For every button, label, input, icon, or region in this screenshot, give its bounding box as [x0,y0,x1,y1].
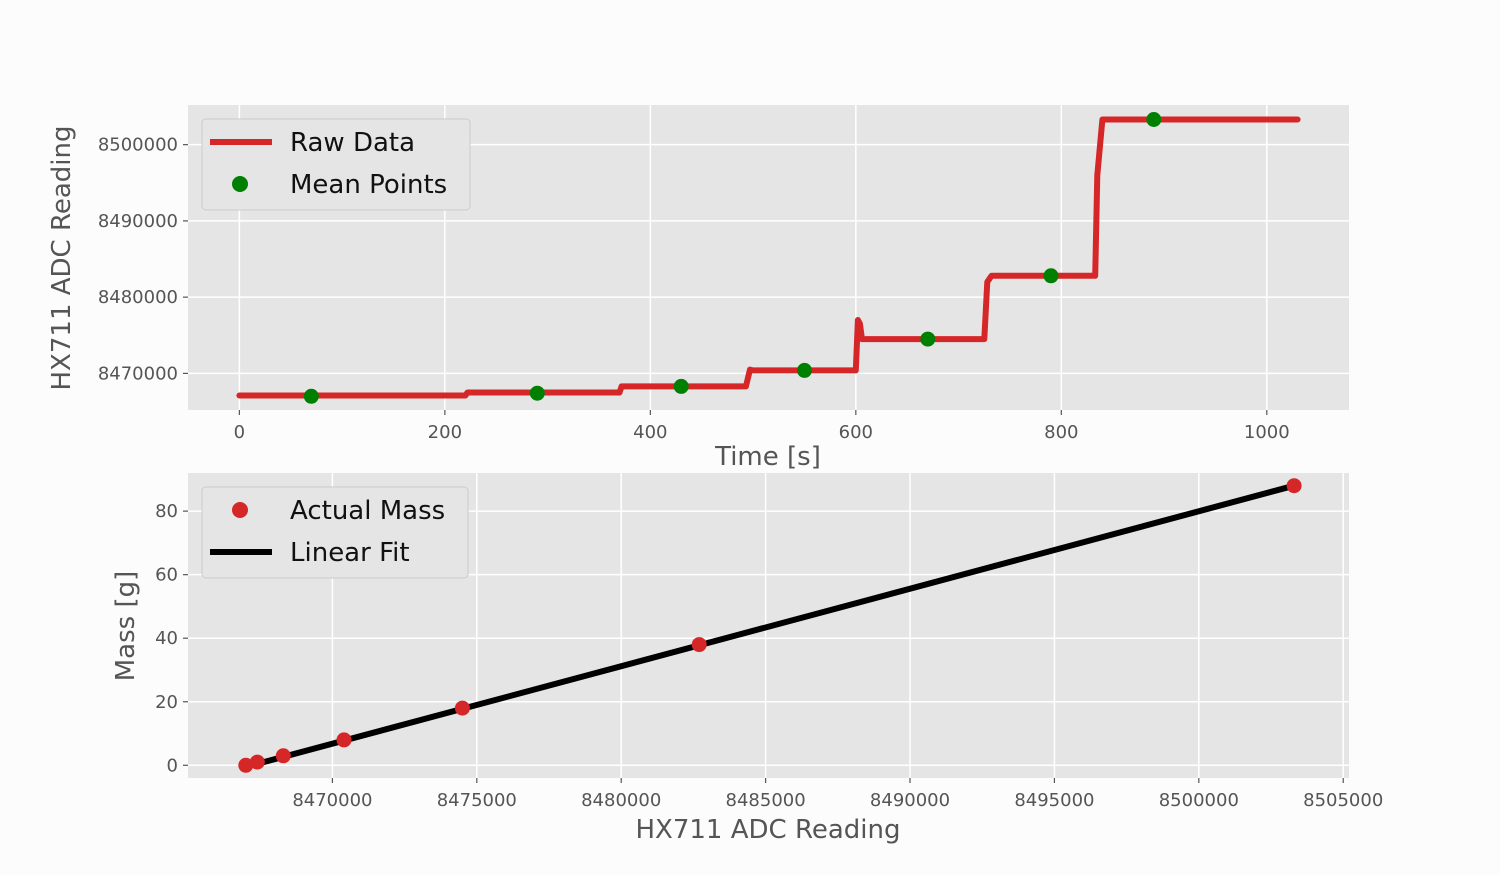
x-tick-label: 8495000 [1014,790,1094,811]
y-tick-label: 80 [155,501,178,522]
x-tick-label: 8480000 [581,790,661,811]
y-tick-label: 60 [155,565,178,586]
x-tick-label: 0 [234,422,245,443]
legend-swatch-mean-points [232,176,248,192]
series-layer [236,112,1301,404]
legend-label-actual-mass: Actual Mass [290,496,445,526]
x-tick-label: 600 [839,422,873,443]
x-tick-labels: 8470000 8475000 8480000 8485000 8490000 84950… [292,778,1383,811]
y-tick-label: 0 [167,755,178,776]
data-point-mean-points [529,385,545,401]
x-tick-label: 8475000 [437,790,517,811]
x-tick-label: 800 [1044,422,1078,443]
y-tick-label: 8490000 [98,211,178,232]
y-tick-label: 20 [155,692,178,713]
y-tick-label: 8470000 [98,363,178,384]
legend-label-raw-data: Raw Data [290,128,415,158]
y-tick-label: 40 [155,628,178,649]
y-tick-labels: 0 20 40 60 80 [155,501,188,776]
y-tick-label: 8480000 [98,287,178,308]
x-axis-label: Time [s] [714,442,821,472]
series-line-raw-data [236,116,1301,399]
chart-mass-vs-adc: 8470000 8475000 8480000 8485000 8490000 84950… [111,473,1383,845]
x-tick-label: 200 [428,422,462,443]
x-tick-label: 1000 [1244,422,1290,443]
data-point-mean-points [920,331,936,347]
data-point-mean-points [303,388,319,404]
y-axis-label: Mass [g] [111,571,141,682]
series-layer [238,478,1302,773]
data-point-actual-mass [275,748,291,764]
data-point-mean-points [1043,268,1059,284]
data-point-actual-mass [336,732,352,748]
x-tick-label: 8470000 [292,790,372,811]
data-point-actual-mass [454,700,470,716]
data-point-actual-mass [691,637,707,653]
x-tick-label: 400 [633,422,667,443]
series-line-linear-fit [242,482,1298,770]
chart-adc-vs-time: 0 200 400 600 800 1000 8470000848000084900008… [47,105,1349,472]
x-tick-labels: 0 200 400 600 800 1000 [234,410,1290,443]
data-point-mean-points [797,362,812,378]
x-tick-label: 8505000 [1303,790,1383,811]
legend: Actual Mass Linear Fit [201,486,469,579]
data-point-actual-mass [249,754,265,770]
y-axis-label: HX711 ADC Reading [47,125,77,390]
legend: Raw Data Mean Points [201,118,471,211]
legend-box [201,486,469,579]
legend-swatch-actual-mass [232,502,248,518]
x-tick-label: 8490000 [870,790,950,811]
data-point-mean-points [673,378,689,394]
legend-label-linear-fit: Linear Fit [290,538,410,568]
data-point-mean-points [1146,112,1162,127]
x-tick-label: 8485000 [726,790,806,811]
data-point-actual-mass [1286,478,1302,494]
y-tick-label: 8500000 [98,135,178,156]
x-tick-label: 8500000 [1159,790,1239,811]
legend-label-mean-points: Mean Points [290,170,447,200]
data-point-actual-mass [238,757,254,773]
y-tick-labels: 8470000 8480000 8490000 8500000 [98,135,188,384]
x-axis-label: HX711 ADC Reading [635,815,900,845]
